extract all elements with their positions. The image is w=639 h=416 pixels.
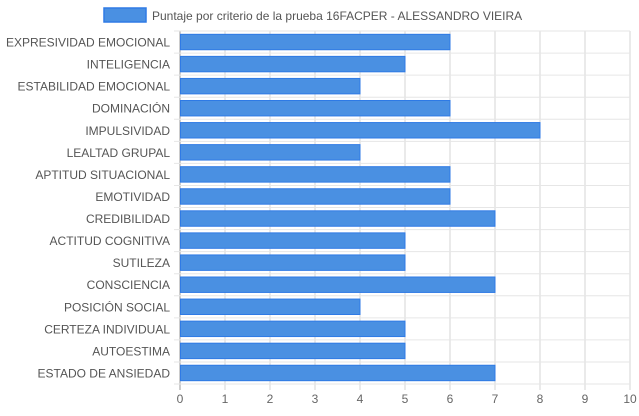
x-tick-label: 3 xyxy=(312,392,319,406)
legend[interactable]: Puntaje por criterio de la prueba 16FACP… xyxy=(103,7,522,23)
category-label: IMPULSIVIDAD xyxy=(85,124,170,138)
x-tick-labels: 0 1 2 3 4 5 6 7 8 9 10 xyxy=(177,392,637,406)
x-tick-label: 5 xyxy=(402,392,409,406)
bar[interactable] xyxy=(180,122,541,139)
bar[interactable] xyxy=(180,298,361,316)
category-label: CREDIBILIDAD xyxy=(86,212,170,226)
category-label: SUTILEZA xyxy=(113,256,170,270)
category-label: ESTADO DE ANSIEDAD xyxy=(38,366,171,380)
bar[interactable] xyxy=(180,232,406,249)
category-label: ACTITUD COGNITIVA xyxy=(50,234,170,248)
bar[interactable] xyxy=(180,99,451,117)
x-tick-label: 0 xyxy=(177,392,184,406)
category-label: INTELIGENCIA xyxy=(87,58,170,72)
bar[interactable] xyxy=(180,342,406,360)
bar[interactable] xyxy=(180,166,451,183)
bar[interactable] xyxy=(180,77,361,95)
category-label: APTITUD SITUACIONAL xyxy=(35,168,170,182)
category-label: CERTEZA INDIVIDUAL xyxy=(44,322,170,336)
legend-swatch[interactable] xyxy=(103,7,147,23)
bar[interactable] xyxy=(180,33,451,51)
x-tick-label: 6 xyxy=(447,392,454,406)
bar[interactable] xyxy=(180,210,496,227)
category-labels: EXPRESIVIDAD EMOCIONAL INTELIGENCIA ESTABI… xyxy=(6,36,170,381)
bar[interactable] xyxy=(180,320,406,338)
category-label: CONSCIENCIA xyxy=(87,278,170,292)
category-label: EXPRESIVIDAD EMOCIONAL xyxy=(6,36,170,50)
bar[interactable] xyxy=(180,188,451,205)
legend-label[interactable]: Puntaje por criterio de la prueba 16FACP… xyxy=(152,9,522,23)
category-label: ESTABILIDAD EMOCIONAL xyxy=(18,80,171,94)
category-label: AUTOESTIMA xyxy=(92,344,170,358)
x-tick-label: 1 xyxy=(222,392,229,406)
bar[interactable] xyxy=(180,254,406,271)
x-tick-label: 4 xyxy=(357,392,364,406)
x-tick-label: 7 xyxy=(492,392,499,406)
x-tick-label: 10 xyxy=(623,392,637,406)
category-label: POSICIÓN SOCIAL xyxy=(64,299,170,314)
bars xyxy=(180,33,541,382)
grid-lines xyxy=(174,30,631,390)
category-label: DOMINACIÓN xyxy=(92,101,170,116)
bar[interactable] xyxy=(180,364,496,382)
bar[interactable] xyxy=(180,276,496,293)
bar[interactable] xyxy=(180,144,361,161)
x-tick-label: 2 xyxy=(267,392,274,406)
x-tick-label: 8 xyxy=(537,392,544,406)
x-tick-label: 9 xyxy=(582,392,589,406)
category-label: LEALTAD GRUPAL xyxy=(67,146,171,160)
bar[interactable] xyxy=(180,55,406,73)
category-label: EMOTIVIDAD xyxy=(95,190,170,204)
